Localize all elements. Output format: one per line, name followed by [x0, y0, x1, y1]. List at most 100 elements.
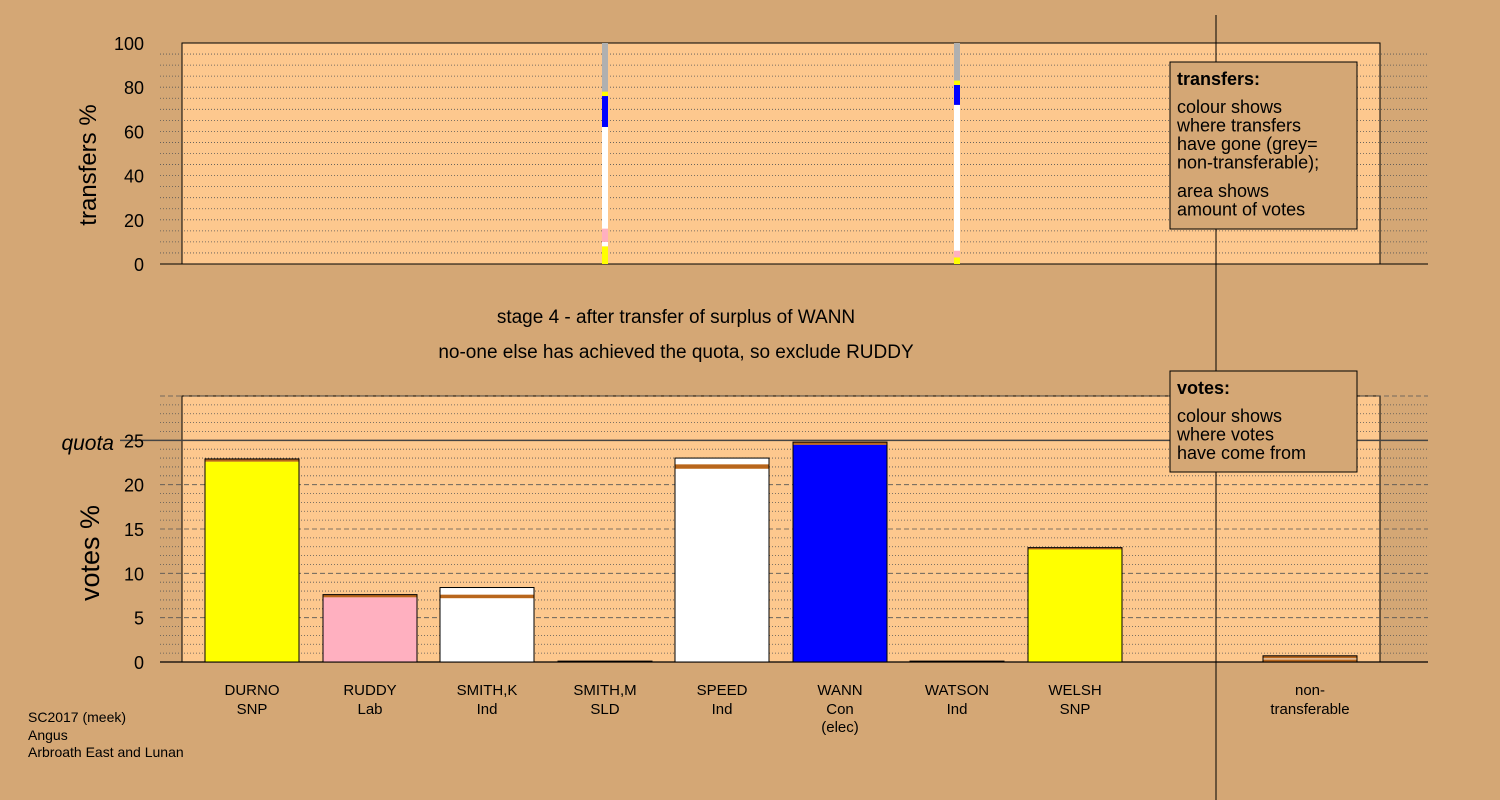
candidate-name: SMITH,M [573, 682, 636, 699]
candidate-party: SNP [1060, 701, 1091, 718]
vote-segment-white [440, 587, 534, 595]
vote-bar-outline [909, 660, 1005, 663]
candidate-labels: DURNO SNP RUDDY Lab SMITH,K Ind SMITH,M SLD SPEE… [225, 682, 1350, 736]
transfers-legend-line: non-transferable); [1177, 153, 1319, 173]
vote-bar [204, 458, 300, 663]
vote-bar [909, 660, 1005, 663]
candidate-name: non- [1295, 682, 1325, 699]
vote-bar [1027, 547, 1123, 663]
transfers-legend-line: have gone (grey= [1177, 134, 1318, 154]
transfers-legend-title: transfers: [1177, 69, 1260, 89]
transfers-y-tick-label: 40 [124, 167, 144, 187]
transfers-y-tick-label: 100 [114, 34, 144, 54]
vote-segment-pink [323, 597, 417, 662]
transfers-legend-line: amount of votes [1177, 200, 1305, 220]
vote-bar [1262, 655, 1358, 663]
candidate-smith-m-sld: SMITH,M SLD [573, 682, 636, 718]
vote-bar-outline [792, 441, 888, 663]
vote-segment-yellow [1028, 549, 1122, 662]
candidate-name: DURNO [225, 682, 280, 699]
footer-election: SC2017 (meek) [28, 709, 126, 725]
candidate-party: SLD [590, 701, 619, 718]
votes-y-ticks: 0 5 10 15 20 25 [124, 431, 144, 673]
vote-bar [792, 441, 888, 663]
footer-ward: Arbroath East and Lunan [28, 744, 184, 760]
candidate-durno-snp: DURNO SNP [225, 682, 280, 718]
candidate-status: (elec) [821, 719, 859, 736]
transfer-segment-pink [602, 228, 608, 242]
candidate-party: Lab [357, 701, 382, 718]
votes-y-tick-label: 10 [124, 564, 144, 584]
candidate-name: RUDDY [343, 682, 396, 699]
vote-segment-brown [1263, 659, 1357, 662]
candidate-smith-k-ind: SMITH,K Ind [457, 682, 518, 718]
transfers-y-tick-label: 80 [124, 78, 144, 98]
candidate-welsh-snp: WELSH SNP [1048, 682, 1101, 718]
transfers-columns [602, 43, 960, 264]
candidate-name: SMITH,K [457, 682, 518, 699]
transfer-segment-pink [954, 250, 960, 258]
vote-segment-yellow [205, 461, 299, 662]
transfer-segment-yellow [602, 91, 608, 97]
transfer-segment-grey [602, 43, 608, 92]
votes-y-axis-label: votes % [75, 505, 105, 601]
votes-bars [204, 441, 1358, 663]
candidate-party: SNP [237, 701, 268, 718]
footer-council: Angus [28, 727, 68, 743]
transfer-segment-yellow [602, 246, 608, 264]
vote-segment-blue [793, 444, 887, 662]
transfer-segment-white [602, 241, 608, 247]
votes-y-tick-label: 25 [124, 431, 144, 451]
transfer-segment-yellow [954, 257, 960, 264]
candidate-speed-ind: SPEED Ind [697, 682, 748, 718]
vote-segment-brown [1263, 655, 1357, 659]
transfer-segment-white [954, 104, 960, 251]
vote-bar-outline [674, 457, 770, 663]
transfer-segment-blue [602, 96, 608, 127]
vote-segment-white [1263, 658, 1357, 660]
transfers-legend-line: colour shows [1177, 97, 1282, 117]
candidate-name: WELSH [1048, 682, 1101, 699]
candidate-party: transferable [1270, 701, 1349, 718]
transfer-segment-yellow [954, 80, 960, 85]
candidate-name: WANN [817, 682, 862, 699]
vote-segment-brown [323, 594, 417, 598]
stage-title: stage 4 - after transfer of surplus of W… [497, 307, 855, 328]
vote-bar-outline [557, 660, 653, 663]
transfers-legend-box [1169, 61, 1358, 230]
status-subtitle: no-one else has achieved the quota, so e… [438, 342, 914, 363]
votes-y-tick-label: 0 [134, 653, 144, 673]
vote-bar-outline [1262, 655, 1358, 663]
candidate-party: Ind [947, 701, 968, 718]
votes-legend-title: votes: [1177, 378, 1230, 398]
vote-bar [557, 660, 653, 663]
vote-bar [322, 594, 418, 663]
vote-segment-white [675, 468, 769, 662]
transfers-y-tick-label: 0 [134, 255, 144, 275]
quota-label: quota [61, 432, 114, 455]
candidate-party: Ind [712, 701, 733, 718]
candidate-ruddy-lab: RUDDY Lab [343, 682, 396, 718]
candidate-name: SPEED [697, 682, 748, 699]
candidate-watson-ind: WATSON Ind [925, 682, 989, 718]
vote-bar-outline [322, 594, 418, 663]
candidate-non-transferable: non-transferable [1270, 682, 1349, 718]
vote-segment-brown [793, 442, 887, 445]
vote-bar-outline [1027, 547, 1123, 663]
vote-segment-white [440, 598, 534, 662]
votes-legend-line: colour shows [1177, 406, 1282, 426]
vote-bar [674, 457, 770, 663]
candidate-party: Ind [477, 701, 498, 718]
transfer-segment-white [602, 126, 608, 229]
votes-legend-box [1169, 370, 1358, 473]
vote-bar-outline [204, 458, 300, 663]
transfer-segment-blue [954, 84, 960, 105]
vote-segment-brown [675, 464, 769, 469]
votes-y-tick-label: 5 [134, 609, 144, 629]
votes-legend-line: have come from [1177, 443, 1306, 463]
transfers-y-tick-label: 60 [124, 122, 144, 142]
